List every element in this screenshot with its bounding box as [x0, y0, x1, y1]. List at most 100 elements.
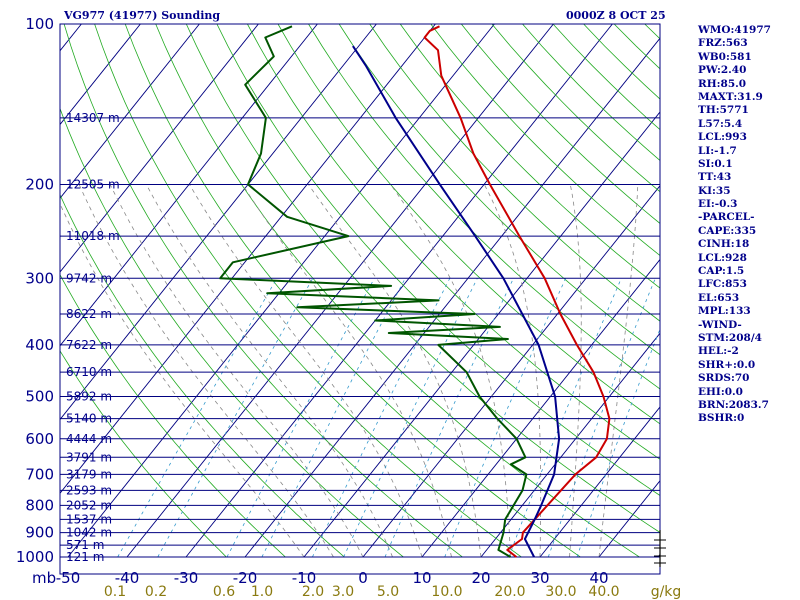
height-label: 1537 m [66, 512, 112, 526]
height-label: 11018 m [66, 229, 120, 243]
index-value-row: LCL:928 [698, 251, 747, 264]
index-value-row: TT:43 [698, 171, 732, 184]
index-value-row: MAXT:31.9 [698, 90, 763, 103]
height-label: 7622 m [66, 338, 112, 352]
mixing-ratio-line [226, 278, 375, 558]
plot-frame [59, 23, 661, 575]
moist-adiabat-line [598, 184, 639, 558]
stability-indices-panel: WMO:41977 FRZ:563 WB0:581 PW:2.40 RH:85.0 MAX… [698, 24, 798, 426]
pressure-tick-label: 300 [25, 269, 54, 287]
isotherm-line [0, 24, 22, 557]
isotherm-line [60, 24, 200, 199]
dry-adiabat-line [63, 24, 463, 558]
mixing-ratio-line [117, 278, 278, 558]
height-label: 12505 m [66, 177, 120, 191]
pressure-tick-label: 500 [25, 388, 54, 406]
height-label: 4444 m [66, 432, 112, 446]
index-value-row: LFC:853 [698, 278, 747, 291]
index-value-row: MPL:133 [698, 305, 751, 318]
temperature-tick-label: 20 [471, 569, 490, 587]
index-value-row: -WIND- [698, 318, 742, 331]
mixing-ratio-unit-label: g/kg [651, 584, 682, 600]
temperature-tick-label: -50 [56, 569, 81, 587]
moist-adiabat-line [569, 184, 582, 558]
index-value-row: -PARCEL- [698, 211, 755, 224]
mixing-ratio-tick-label: 0.1 [104, 584, 126, 600]
mixing-ratio-tick-label: 1.0 [251, 584, 273, 600]
mixing-ratio-line [444, 278, 567, 558]
temperature-tick-label: -30 [174, 569, 199, 587]
moist-adiabat-line [145, 184, 393, 558]
index-value-row: LCL:993 [698, 131, 747, 144]
moist-adiabat-line [109, 184, 364, 558]
mixing-ratio-tick-label: 10.0 [431, 584, 462, 600]
height-label: 14307 m [66, 111, 120, 125]
moist-adiabat-line [483, 184, 542, 557]
height-label: 571 m [66, 538, 104, 552]
moist-adiabat-line [242, 184, 452, 558]
isotherm-line [60, 24, 259, 273]
mixing-ratio-tick-label: 5.0 [377, 584, 399, 600]
index-value-row: STM:208/4 [698, 331, 762, 344]
index-value-row: SI:0.1 [698, 157, 733, 170]
index-value-row: HEL:-2 [698, 345, 739, 358]
index-value-row: RH:85.0 [698, 77, 747, 90]
pressure-tick-label: 700 [25, 465, 54, 483]
index-value-row: SHR+:0.0 [698, 358, 756, 371]
isotherm-line [60, 24, 436, 494]
mixing-ratio-tick-label: 30.0 [545, 584, 576, 600]
dewpoint-trace [219, 25, 528, 558]
index-value-row: L57:5.4 [698, 117, 743, 130]
index-value-row: TH:5771 [698, 104, 749, 117]
height-label: 5140 m [66, 412, 112, 426]
station-title: VG977 (41977) Sounding [63, 9, 220, 22]
pressure-tick-label: 100 [25, 15, 54, 33]
isotherm-line [539, 406, 660, 558]
height-label: 9742 m [66, 271, 112, 285]
pressure-tick-label: 200 [25, 175, 54, 193]
mixing-ratio-tick-label: 2.0 [302, 584, 324, 600]
pressure-tick-label: 900 [25, 524, 54, 542]
temperature-tick-label: 0 [358, 569, 368, 587]
height-label: 3179 m [66, 467, 112, 481]
height-label: 6710 m [66, 365, 112, 379]
isotherm-line [480, 332, 660, 558]
sounding-time: 0000Z 8 OCT 25 [566, 9, 666, 22]
height-label: 121 m [66, 550, 104, 564]
dry-adiabat-line [155, 24, 640, 558]
dry-adiabat-line [185, 24, 660, 533]
mixing-ratio-tick-label: 20.0 [494, 584, 525, 600]
index-value-row: WMO:41977 [698, 24, 771, 36]
isotherm-line [362, 185, 660, 558]
diagram-grid [0, 24, 660, 558]
isotherm-line [244, 37, 660, 558]
moist-adiabat-line [60, 202, 305, 558]
temperature-tick-label: -40 [115, 569, 140, 587]
isotherm-line [60, 24, 141, 126]
isotherm-line [421, 258, 660, 558]
height-label: 1042 m [66, 526, 112, 540]
sounding-traces [219, 25, 611, 558]
isotherm-line [60, 24, 377, 421]
pressure-unit-label: mb [32, 569, 56, 587]
height-label: 2052 m [66, 498, 112, 512]
index-value-row: CINH:18 [698, 238, 750, 251]
temperature-trace [423, 25, 611, 558]
wind-barb-staff [654, 530, 666, 567]
moist-adiabat-line [390, 184, 511, 558]
index-value-row: FRZ:563 [698, 37, 748, 50]
dry-adiabat-line [60, 193, 345, 558]
pressure-tick-label: 600 [25, 430, 54, 448]
index-value-row: LI:-1.7 [698, 144, 737, 157]
isotherm-line [185, 24, 613, 558]
temperature-tick-label: 10 [412, 569, 431, 587]
isotherm-line [60, 24, 318, 347]
temperature-tick-label: 40 [589, 569, 608, 587]
mixing-ratio-tick-label: 0.2 [145, 584, 167, 600]
index-value-row: WB0:581 [698, 50, 752, 63]
temperature-tick-label: -10 [292, 569, 317, 587]
temperature-tick-label: -20 [233, 569, 258, 587]
mixing-ratio-tick-label: 0.6 [213, 584, 235, 600]
height-label: 3791 m [66, 450, 112, 464]
